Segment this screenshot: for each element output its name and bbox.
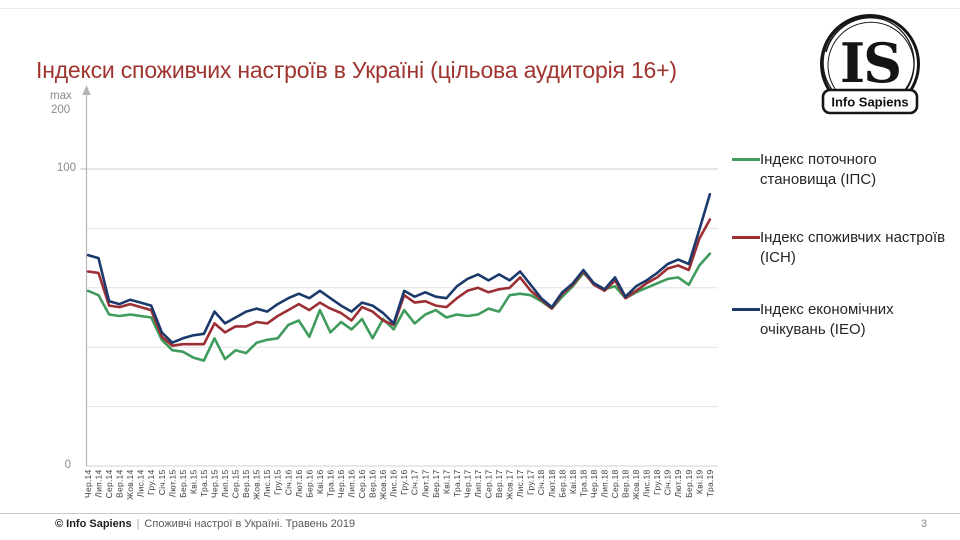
- x-tick-label: Січ.18: [536, 469, 546, 495]
- x-tick-label: Кві.16: [315, 469, 325, 494]
- x-tick-label: Тра.15: [199, 469, 209, 496]
- x-tick-label: Сер.17: [484, 469, 494, 498]
- legend-item-ieo: Індекс економічних очікувань (ІЕО): [732, 300, 948, 341]
- legend-swatch-ich: [732, 236, 760, 239]
- x-tick-label: Бер.16: [304, 469, 314, 497]
- x-tick-label: Тра.19: [705, 469, 715, 496]
- y-axis-max-label: max: [50, 90, 72, 102]
- x-tick-label: Лют.15: [167, 469, 177, 497]
- x-tick-label: Чер.15: [210, 469, 220, 497]
- x-tick-label: Гру.14: [146, 469, 156, 494]
- x-tick-label: Кві.17: [441, 469, 451, 494]
- footer-text: Споживчі настрої в Україні. Травень 2019: [144, 518, 356, 530]
- logo-name: Info Sapiens: [831, 95, 908, 110]
- page-number: 3: [920, 518, 927, 530]
- x-tick-label: Бер.17: [431, 469, 441, 497]
- logo-monogram: IS: [840, 31, 900, 95]
- x-tick-label: Лис.18: [642, 469, 652, 497]
- x-tick-label: Чер.16: [336, 469, 346, 497]
- x-tick-label: Лип.14: [94, 469, 104, 497]
- x-tick-label: Лис.14: [136, 469, 146, 497]
- x-tick-label: Кві.19: [694, 469, 704, 494]
- x-tick-label: Чер.18: [589, 469, 599, 497]
- x-tick-label: Вер.17: [494, 469, 504, 497]
- legend-swatch-ips: [732, 158, 760, 161]
- x-tick-label: Вер.15: [241, 469, 251, 497]
- y-axis-max-value: 200: [51, 104, 71, 116]
- x-tick-label: Чер.17: [462, 469, 472, 497]
- y-axis-tick-0-label: 0: [64, 459, 71, 471]
- x-tick-label: Бер.19: [684, 469, 694, 497]
- x-tick-label: Гру.18: [652, 469, 662, 494]
- x-tick-label: Лют.19: [673, 469, 683, 497]
- x-tick-label: Лис.16: [389, 469, 399, 497]
- x-tick-label: Чер.14: [83, 469, 93, 497]
- x-tick-label: Січ.16: [283, 469, 293, 495]
- x-tick-label: Лис.17: [515, 469, 525, 497]
- x-tick-label: Кві.18: [568, 469, 578, 494]
- x-tick-label: Лип.15: [220, 469, 230, 497]
- footer-separator: |: [136, 518, 140, 530]
- y-axis-tick-100-label: 100: [56, 162, 76, 174]
- x-tick-label: Гру.17: [526, 469, 536, 494]
- x-tick-label: Жов.17: [505, 469, 515, 499]
- x-tick-label: Жов.14: [125, 469, 135, 499]
- legend-label-ieo: Індекс економічних очікувань (ІЕО): [760, 301, 894, 339]
- top-divider: [0, 8, 960, 9]
- x-tick-label: Тра.18: [578, 469, 588, 496]
- x-tick-label: Жов.16: [378, 469, 388, 499]
- logo-ring-sketch-arc: [825, 16, 883, 53]
- x-tick-label: Лип.16: [347, 469, 357, 497]
- x-tick-label: Бер.15: [178, 469, 188, 497]
- x-tick-label: Січ.15: [157, 469, 167, 495]
- x-tick-label: Тра.17: [452, 469, 462, 496]
- x-tick-label: Сер.15: [231, 469, 241, 498]
- legend-item-ips: Індекс поточного становища (ІПС): [732, 150, 948, 191]
- x-tick-label: Кві.15: [188, 469, 198, 494]
- legend-label-ich: Індекс споживчих настроїв (ІСН): [760, 229, 946, 267]
- footer-divider: [0, 513, 960, 514]
- x-tick-label: Сер.16: [357, 469, 367, 498]
- x-tick-label: Лип.18: [600, 469, 610, 497]
- x-tick-label: Січ.17: [410, 469, 420, 495]
- x-tick-label: Січ.19: [663, 469, 673, 495]
- footer-brand: © Info Sapiens: [55, 518, 132, 530]
- x-tick-label: Гру.15: [273, 469, 283, 494]
- x-tick-label: Вер.18: [621, 469, 631, 497]
- x-tick-label: Вер.14: [115, 469, 125, 497]
- legend-label-ips: Індекс поточного становища (ІПС): [760, 151, 877, 189]
- x-tick-label: Жов.15: [252, 469, 262, 499]
- x-tick-label: Лис.15: [262, 469, 272, 497]
- logo-name-pill: [821, 88, 919, 115]
- info-sapiens-logo: IS Info Sapiens: [820, 14, 920, 115]
- page-title: Індекси споживчих настроїв в Україні (ці…: [36, 57, 677, 84]
- x-tick-label: Жов.18: [631, 469, 641, 499]
- x-tick-label: Вер.16: [368, 469, 378, 497]
- x-tick-label: Гру.16: [399, 469, 409, 494]
- x-tick-label: Сер.18: [610, 469, 620, 498]
- series-line-ieo: [86, 192, 712, 345]
- legend-swatch-ieo: [732, 308, 760, 311]
- y-axis-arrow: [82, 85, 91, 95]
- x-tick-label: Лип.17: [473, 469, 483, 497]
- footer: © Info Sapiens | Споживчі настрої в Україн…: [55, 518, 355, 530]
- legend-item-ich: Індекс споживчих настроїв (ІСН): [732, 228, 948, 269]
- x-tick-label: Бер.18: [557, 469, 567, 497]
- x-tick-label: Сер.14: [104, 469, 114, 498]
- x-tick-label: Лют.17: [420, 469, 430, 497]
- x-tick-label: Тра.16: [325, 469, 335, 496]
- x-tick-label: Лют.18: [547, 469, 557, 497]
- x-tick-label: Лют.16: [294, 469, 304, 497]
